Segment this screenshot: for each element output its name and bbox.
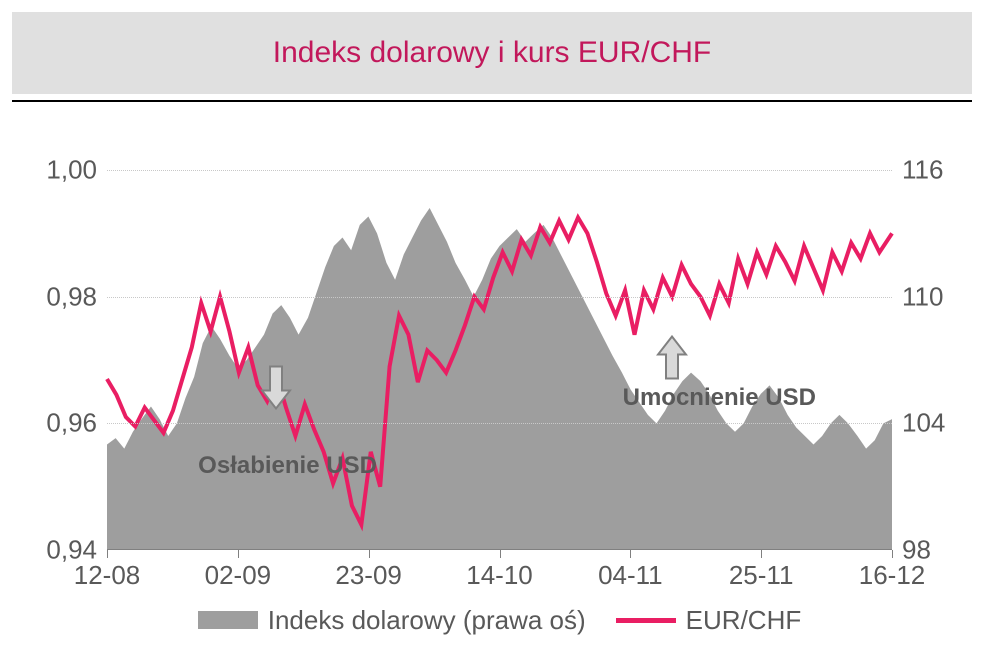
- x-tick-label: 23-09: [335, 560, 402, 591]
- gridline: [107, 423, 892, 424]
- x-tick: [892, 550, 893, 558]
- gridline: [107, 170, 892, 171]
- legend-label: Indeks dolarowy (prawa oś): [268, 605, 586, 636]
- x-tick-label: 16-12: [859, 560, 926, 591]
- x-tick: [107, 550, 108, 558]
- x-tick: [630, 550, 631, 558]
- y-right-tick-label: 110: [902, 281, 962, 312]
- plot-region: 0,94980,961040,981101,0011612-0802-0923-…: [107, 170, 892, 550]
- arrow-up-icon: [656, 335, 688, 386]
- plot-inner: 0,94980,961040,981101,0011612-0802-0923-…: [107, 170, 892, 550]
- plot-svg: [107, 170, 892, 550]
- gridline: [107, 297, 892, 298]
- y-right-tick-label: 104: [902, 408, 962, 439]
- arrow-down-icon: [260, 365, 292, 416]
- y-right-tick-label: 116: [902, 155, 962, 186]
- x-tick: [500, 550, 501, 558]
- annotation-label: Umocnienie USD: [623, 384, 816, 412]
- x-tick-label: 04-11: [598, 560, 663, 591]
- x-tick-label: 14-10: [466, 560, 533, 591]
- legend-label: EUR/CHF: [686, 605, 802, 636]
- x-tick-label: 02-09: [205, 560, 272, 591]
- chart-area: 0,94980,961040,981101,0011612-0802-0923-…: [12, 140, 972, 645]
- legend-item: Indeks dolarowy (prawa oś): [198, 605, 586, 636]
- x-tick-label: 25-11: [729, 560, 794, 591]
- y-left-tick-label: 0,96: [22, 408, 97, 439]
- x-tick-label: 12-08: [74, 560, 141, 591]
- legend-item: EUR/CHF: [616, 605, 802, 636]
- x-tick: [369, 550, 370, 558]
- y-left-tick-label: 0,98: [22, 281, 97, 312]
- x-tick: [761, 550, 762, 558]
- chart-title: Indeks dolarowy i kurs EUR/CHF: [273, 36, 711, 70]
- annotation-label: Osłabienie USD: [198, 452, 377, 480]
- legend-swatch-line: [616, 618, 676, 623]
- title-rule: [12, 100, 972, 102]
- legend: Indeks dolarowy (prawa oś) EUR/CHF: [107, 600, 892, 640]
- y-left-tick-label: 1,00: [22, 155, 97, 186]
- legend-swatch-area: [198, 611, 258, 629]
- chart-title-bar: Indeks dolarowy i kurs EUR/CHF: [12, 12, 972, 94]
- x-tick: [238, 550, 239, 558]
